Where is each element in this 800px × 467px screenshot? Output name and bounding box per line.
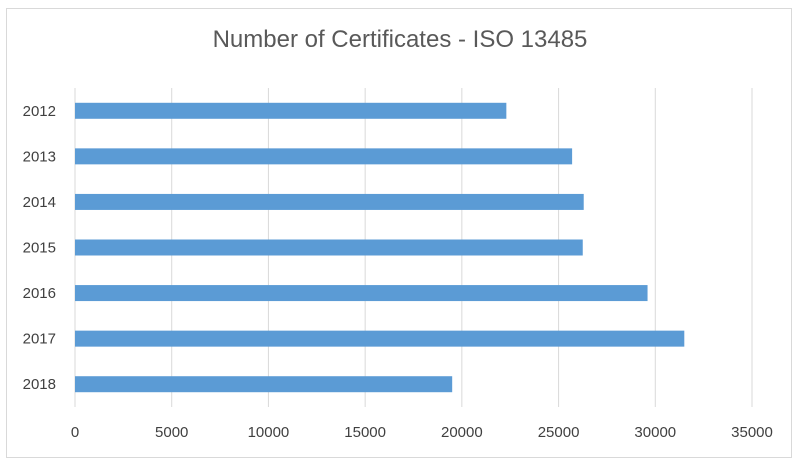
y-axis-labels: 2012 2013 2014 2015 2016 2017 2018 — [23, 103, 56, 393]
x-tick-label: 0 — [71, 424, 79, 441]
bar-2015 — [75, 239, 583, 256]
x-tick-label: 10000 — [248, 424, 290, 441]
bar-2013 — [75, 148, 573, 165]
y-tick-label: 2018 — [23, 376, 56, 393]
bars — [75, 102, 685, 393]
x-tick-label: 35000 — [731, 424, 773, 441]
bar-2014 — [75, 193, 584, 210]
chart-title: Number of Certificates - ISO 13485 — [212, 26, 588, 53]
y-tick-label: 2014 — [23, 194, 56, 211]
x-tick-label: 30000 — [634, 424, 676, 441]
y-tick-label: 2012 — [23, 103, 56, 120]
x-tick-label: 5000 — [155, 424, 188, 441]
bar-2018 — [75, 376, 453, 393]
x-tick-label: 25000 — [538, 424, 580, 441]
y-tick-label: 2015 — [23, 240, 56, 257]
x-tick-label: 20000 — [441, 424, 483, 441]
bar-2017 — [75, 330, 685, 347]
bar-2012 — [75, 102, 507, 119]
y-tick-label: 2017 — [23, 331, 56, 348]
x-axis-labels: 0 5000 10000 15000 20000 25000 30000 35000 — [71, 424, 773, 441]
bar-2016 — [75, 285, 648, 302]
y-tick-label: 2016 — [23, 285, 56, 302]
x-tick-label: 15000 — [344, 424, 386, 441]
y-tick-label: 2013 — [23, 148, 56, 165]
